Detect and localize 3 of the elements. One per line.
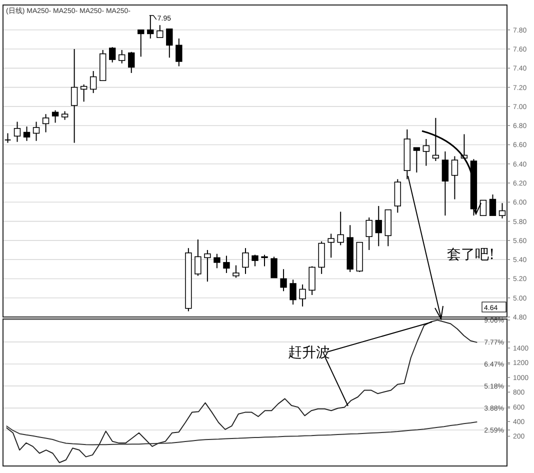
annotation: 套了吧! — [447, 247, 495, 263]
line-series — [6, 421, 478, 446]
annotation: 赶升波 — [288, 345, 330, 361]
